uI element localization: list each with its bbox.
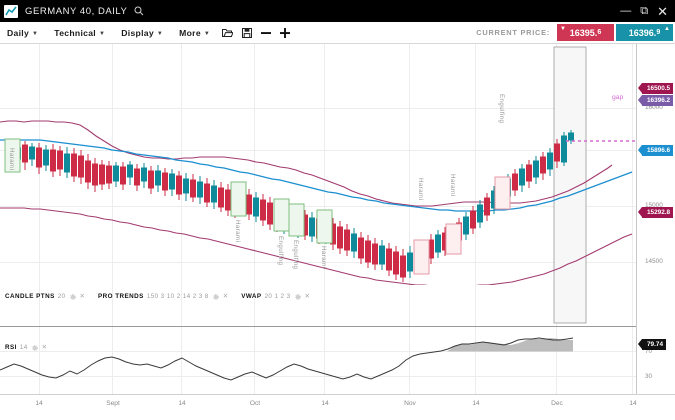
gear-icon[interactable] — [31, 344, 38, 351]
chart-canvas[interactable]: CANDLE PTNS 20 ✕ PRO TRENDS 150 3 10 2 1… — [0, 44, 675, 420]
save-icon[interactable] — [237, 22, 256, 44]
candlestick-series — [8, 130, 574, 282]
time-tick: 14 — [472, 400, 480, 407]
time-tick: Sept — [106, 400, 120, 407]
lower-band-line — [0, 207, 633, 285]
indicator-candle-ptns[interactable]: CANDLE PTNS 20 ✕ — [5, 293, 86, 300]
time-tick: 14 — [629, 400, 637, 407]
zoom-out-icon[interactable] — [256, 22, 275, 44]
close-icon[interactable]: ✕ — [79, 293, 86, 300]
indicator-pro-trends[interactable]: PRO TRENDS 150 3 10 2 14 2 3 8 ✕ — [98, 293, 229, 300]
rsi-tick-70: 70 — [645, 348, 653, 355]
up-arrow-icon: ▲ — [664, 26, 670, 32]
pattern-label: Engulfing — [277, 236, 284, 266]
chart-line-icon — [4, 4, 18, 18]
time-tick: Nov — [404, 400, 416, 407]
pattern-label: Harami — [449, 174, 456, 197]
price-tick-14500: 14500 — [645, 258, 663, 265]
down-arrow-icon: ▼ — [560, 26, 566, 32]
chevron-down-icon: ▼ — [156, 30, 164, 37]
price-indicator-legend: CANDLE PTNS 20 ✕ PRO TRENDS 150 3 10 2 1… — [5, 293, 323, 300]
pattern-label: Harami — [8, 148, 15, 171]
zoom-in-icon[interactable] — [275, 22, 294, 44]
moving-average-tag: 15896.6 — [637, 145, 674, 156]
gap-annotation-label: gap — [612, 94, 624, 101]
upper-band-tag: 16500.5 — [637, 83, 674, 94]
close-icon[interactable]: ✕ — [657, 3, 668, 19]
search-icon[interactable] — [134, 6, 144, 16]
time-tick: Oct — [249, 400, 261, 407]
price-tick-16000: 16000 — [645, 104, 663, 111]
menu-daily[interactable]: Daily ▼ — [7, 27, 39, 38]
rsi-indicator-legend: RSI 14 ✕ — [5, 344, 60, 351]
chevron-down-icon: ▼ — [99, 30, 106, 37]
gear-icon[interactable] — [212, 293, 219, 300]
indicator-rsi[interactable]: RSI 14 ✕ — [5, 344, 48, 351]
pattern-label: Harami — [234, 220, 241, 243]
ask-price-box[interactable]: ▲ 16396. 9 — [616, 24, 673, 41]
pattern-label: Harami — [320, 246, 327, 269]
time-tick: 14 — [35, 400, 43, 407]
page-title: GERMANY 40, DAILY — [25, 5, 128, 17]
price-and-rsi-plot — [0, 44, 675, 395]
time-tick: 14 — [321, 400, 329, 407]
upper-band-line — [0, 120, 613, 207]
pattern-label: Harami — [417, 178, 424, 201]
indicator-vwap[interactable]: VWAP 20 1 2 3 ✕ — [241, 293, 310, 300]
rsi-value-tag: 79.74 — [638, 339, 666, 350]
close-icon[interactable]: ✕ — [41, 344, 48, 351]
time-tick: 14 — [178, 400, 186, 407]
time-tick: Dec — [551, 400, 563, 407]
current-price-group: CURRENT PRICE: ▼ 16395. 6 ▲ 16396. 9 — [476, 22, 675, 44]
bid-price-box[interactable]: ▼ 16395. 6 — [557, 24, 614, 41]
gear-icon[interactable] — [294, 293, 301, 300]
pattern-label: Engulfing — [292, 240, 299, 270]
price-tick-15000: 15000 — [645, 202, 663, 209]
chevron-down-icon: ▼ — [32, 30, 39, 37]
menu-more[interactable]: More ▼ — [179, 27, 211, 38]
gear-icon[interactable] — [69, 293, 76, 300]
moving-average-line — [0, 139, 633, 212]
close-icon[interactable]: ✕ — [222, 293, 229, 300]
gap-level-tag: 16396.2 — [637, 95, 674, 106]
title-bar: GERMANY 40, DAILY — ⧉ ✕ — [0, 0, 675, 22]
lower-band-tag: 15292.8 — [637, 207, 674, 218]
rsi-line — [0, 337, 574, 381]
menu-display[interactable]: Display ▼ — [121, 27, 164, 38]
toolbar: Daily ▼ Technical ▼ Display ▼ More ▼ — [0, 22, 675, 44]
rsi-overbought-fill — [447, 338, 573, 352]
close-icon[interactable]: ✕ — [304, 293, 310, 300]
pattern-label: Engulfing — [498, 94, 505, 124]
open-folder-icon[interactable] — [218, 22, 237, 44]
current-price-label: CURRENT PRICE: — [476, 28, 550, 37]
rsi-tick-30: 30 — [645, 373, 653, 380]
minimize-icon[interactable]: — — [620, 4, 632, 17]
restore-icon[interactable]: ⧉ — [640, 4, 649, 17]
menu-technical[interactable]: Technical ▼ — [54, 27, 106, 38]
chevron-down-icon: ▼ — [203, 30, 211, 37]
